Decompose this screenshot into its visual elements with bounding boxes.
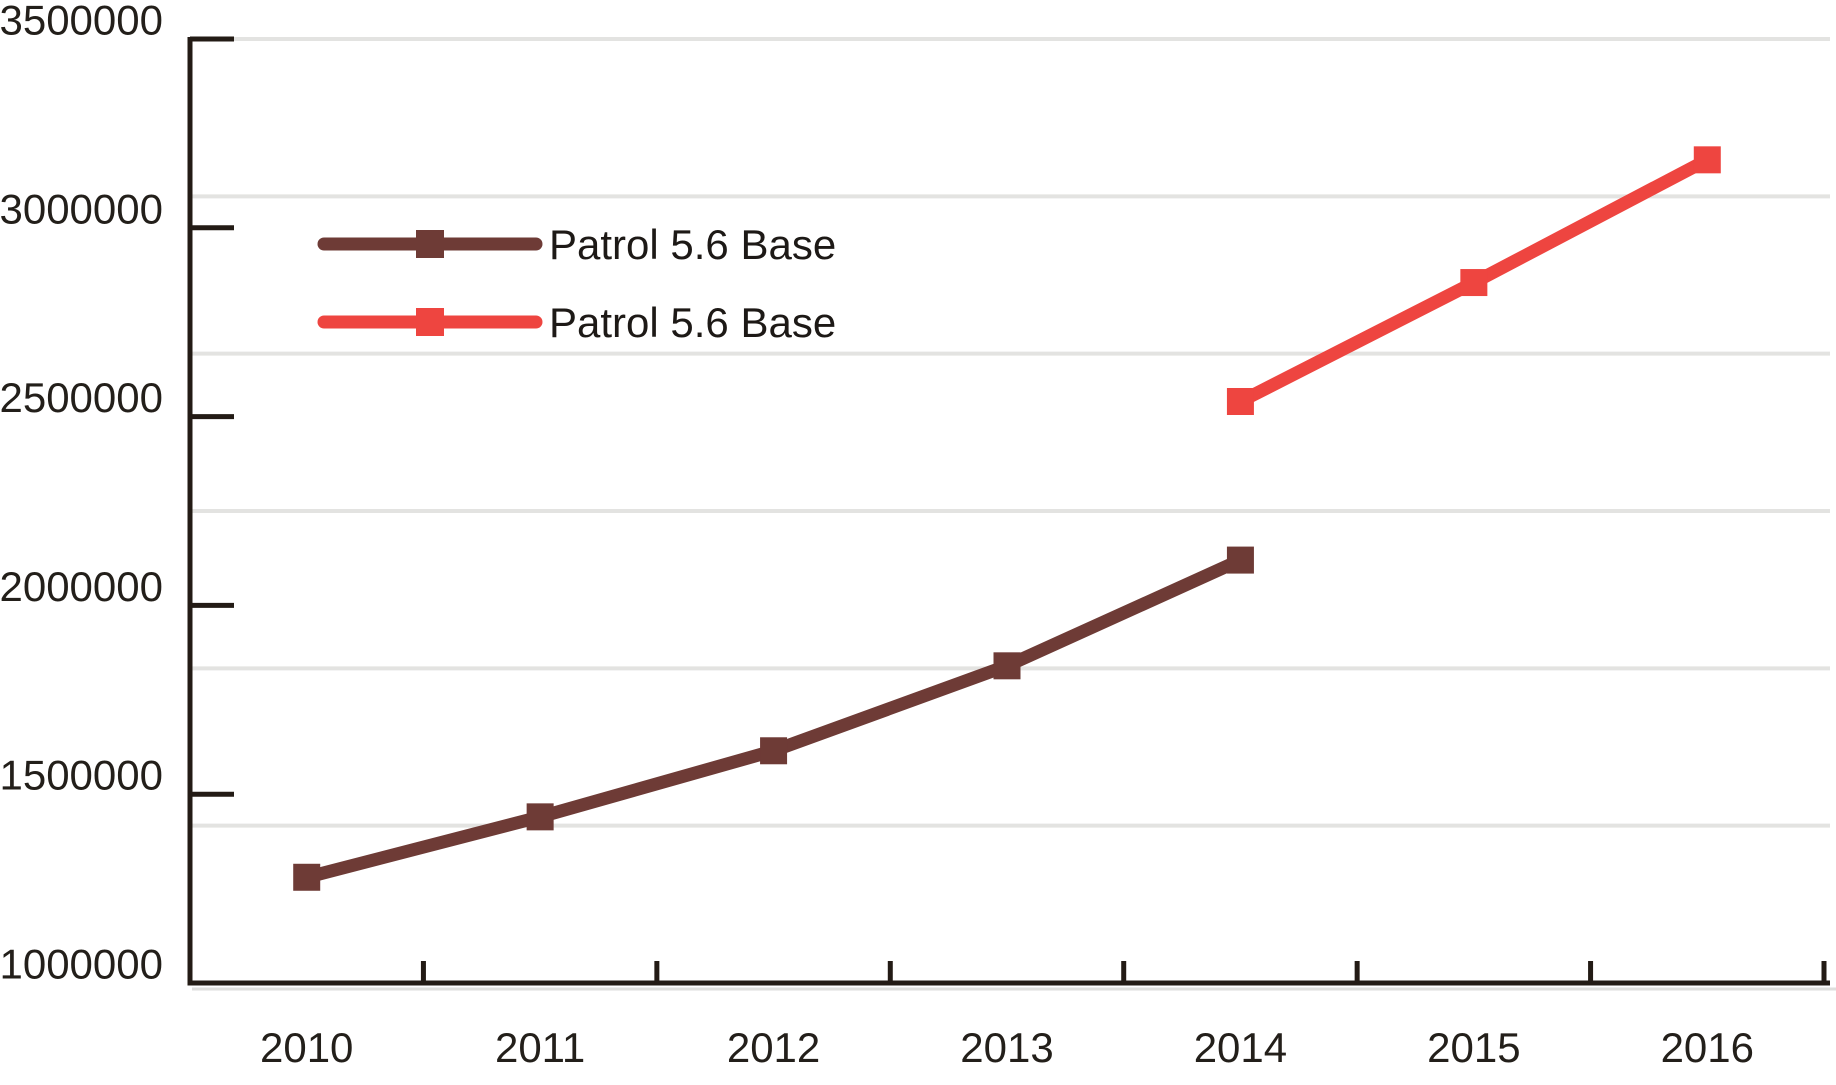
data-point-marker-series-2 [1227, 388, 1254, 415]
y-axis-tick-label: 2000000 [0, 563, 163, 610]
legend-marker-series-2 [416, 308, 444, 336]
data-point-marker-series-1 [994, 652, 1021, 679]
x-axis-tick-label: 2010 [260, 1024, 353, 1071]
x-axis-tick-label: 2012 [727, 1024, 820, 1071]
x-axis-tick-label: 2011 [495, 1024, 585, 1071]
x-axis-tick-label: 2015 [1427, 1024, 1520, 1071]
y-axis-tick-label: 1500000 [0, 752, 163, 799]
y-axis-tick-label: 3000000 [0, 185, 163, 232]
legend-marker-series-1 [416, 230, 444, 258]
x-axis-tick-label: 2016 [1661, 1024, 1754, 1071]
data-point-marker-series-1 [527, 803, 554, 830]
data-point-marker-series-2 [1694, 146, 1721, 173]
data-point-marker-series-1 [293, 864, 320, 891]
legend-label-series-1: Patrol 5.6 Base [549, 221, 836, 268]
x-axis-tick-label: 2014 [1194, 1024, 1287, 1071]
y-axis-tick-label: 1000000 [0, 941, 163, 988]
data-point-marker-series-1 [1227, 547, 1254, 574]
data-point-marker-series-2 [1460, 269, 1487, 296]
x-axis-tick-label: 2013 [960, 1024, 1053, 1071]
legend-label-series-2: Patrol 5.6 Base [549, 299, 836, 346]
y-axis-tick-label: 2500000 [0, 374, 163, 421]
y-axis-tick-label: 3500000 [0, 0, 163, 44]
data-point-marker-series-1 [760, 737, 787, 764]
